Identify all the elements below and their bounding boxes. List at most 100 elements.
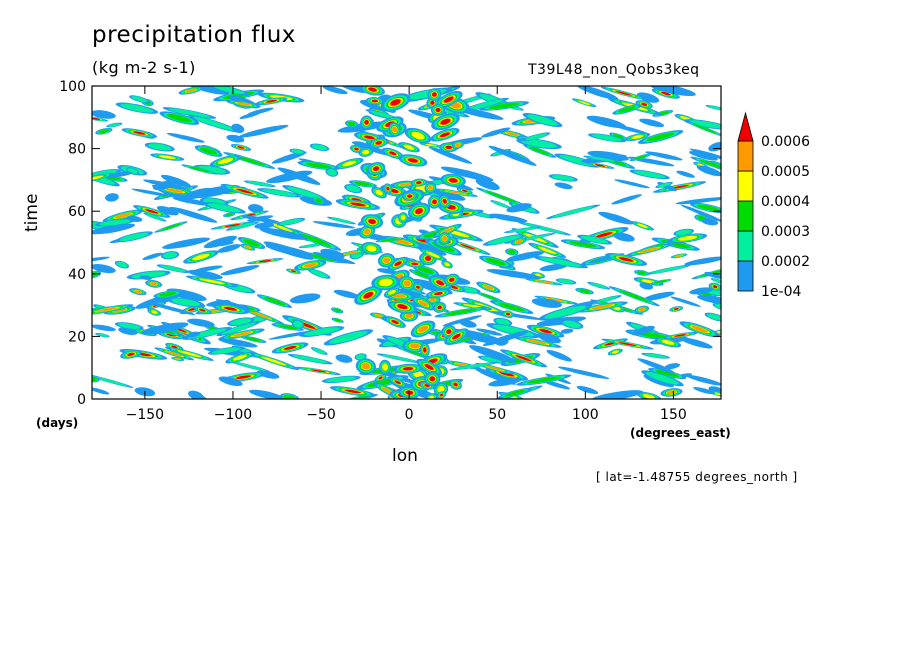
precip-contour [636, 92, 660, 103]
precip-contour [657, 182, 671, 188]
precip-contour [99, 219, 132, 226]
precip-contour [670, 185, 689, 189]
precip-contour [244, 336, 262, 342]
precip-contour [354, 147, 359, 151]
precip-contour [269, 222, 293, 233]
precip-contour [156, 205, 179, 216]
precip-contour [188, 166, 211, 173]
precip-contour [92, 376, 98, 382]
precip-contour [654, 280, 668, 284]
precip-contour [380, 238, 399, 242]
precip-contour [218, 338, 258, 348]
precip-contour [488, 145, 537, 166]
precipitation-field [92, 86, 721, 399]
precip-contour [521, 139, 557, 148]
precip-contour [444, 262, 450, 267]
precip-contour [462, 189, 468, 193]
precip-contour [452, 333, 461, 340]
precip-contour [391, 320, 399, 325]
precip-contour [363, 291, 374, 299]
precip-contour [187, 269, 223, 280]
precip-contour [587, 156, 616, 162]
precip-contour [131, 96, 148, 103]
precip-contour [366, 245, 377, 252]
precip-contour [377, 268, 398, 274]
precip-contour [320, 248, 345, 259]
precip-contour [430, 100, 435, 105]
precip-contour [402, 367, 414, 371]
precip-contour [488, 102, 520, 109]
precip-contour [429, 297, 436, 302]
precip-contour [446, 329, 452, 334]
precip-contour [217, 244, 241, 253]
precip-contour [507, 227, 537, 233]
precip-contour [418, 300, 429, 307]
precip-contour [618, 289, 651, 303]
x-tick-label: 50 [488, 407, 506, 423]
precip-contour [98, 129, 110, 134]
precip-contour [645, 372, 680, 385]
precip-contour [248, 204, 264, 213]
precip-contour [636, 271, 647, 275]
precip-contour [127, 352, 135, 356]
precip-contour [427, 185, 433, 190]
precip-contour [576, 86, 619, 100]
precip-contour [265, 244, 314, 258]
precip-contour [569, 241, 597, 248]
precip-contour [591, 304, 613, 310]
precip-contour [310, 269, 329, 278]
precip-contour [362, 149, 370, 155]
latitude-annotation: [ lat=-1.48755 degrees_north ] [596, 470, 798, 484]
precip-contour [539, 257, 582, 267]
precip-contour [218, 376, 243, 387]
precip-contour [193, 116, 235, 131]
precip-contour [558, 279, 575, 284]
precip-contour [92, 110, 116, 119]
precip-contour [554, 182, 573, 190]
precip-contour [145, 209, 159, 214]
precip-contour [322, 86, 348, 95]
x-tick-label: −150 [126, 407, 164, 423]
precip-contour [233, 155, 266, 166]
precip-contour [158, 155, 176, 159]
precip-contour [397, 304, 408, 310]
precip-contour [400, 214, 406, 221]
precip-contour [515, 355, 532, 362]
precip-contour [92, 387, 110, 395]
precip-contour [166, 132, 205, 143]
precip-contour [688, 151, 718, 161]
precip-contour [212, 86, 245, 95]
precip-contour [434, 292, 443, 296]
precip-contour [527, 339, 548, 345]
precip-contour [283, 394, 296, 399]
precip-contour [641, 102, 648, 106]
precip-contour [455, 143, 461, 147]
precip-contour [92, 324, 116, 332]
precip-contour [592, 134, 622, 142]
precip-contour [364, 135, 375, 140]
y-tick-label: 100 [59, 79, 86, 95]
precip-contour [537, 246, 557, 255]
precip-contour [221, 322, 256, 335]
precip-contour [393, 239, 412, 245]
precip-contour [120, 103, 154, 113]
x-axis-units: (degrees_east) [630, 426, 731, 440]
precip-contour [354, 181, 372, 187]
precip-contour [417, 266, 435, 274]
precip-contour [637, 358, 675, 374]
precip-contour [277, 324, 298, 330]
precip-contour [344, 251, 360, 255]
precip-contour [696, 204, 720, 212]
precip-contour [346, 185, 361, 193]
precip-contour [697, 295, 721, 306]
precip-contour [186, 331, 201, 338]
precip-contour [199, 278, 226, 285]
colorbar-swatch [737, 140, 754, 172]
precip-contour [460, 244, 476, 250]
precip-contour [165, 188, 184, 193]
precip-contour [232, 331, 252, 337]
precip-contour [378, 278, 393, 287]
precip-contour [487, 235, 522, 245]
precip-contour [689, 287, 714, 295]
precip-contour [375, 189, 383, 196]
